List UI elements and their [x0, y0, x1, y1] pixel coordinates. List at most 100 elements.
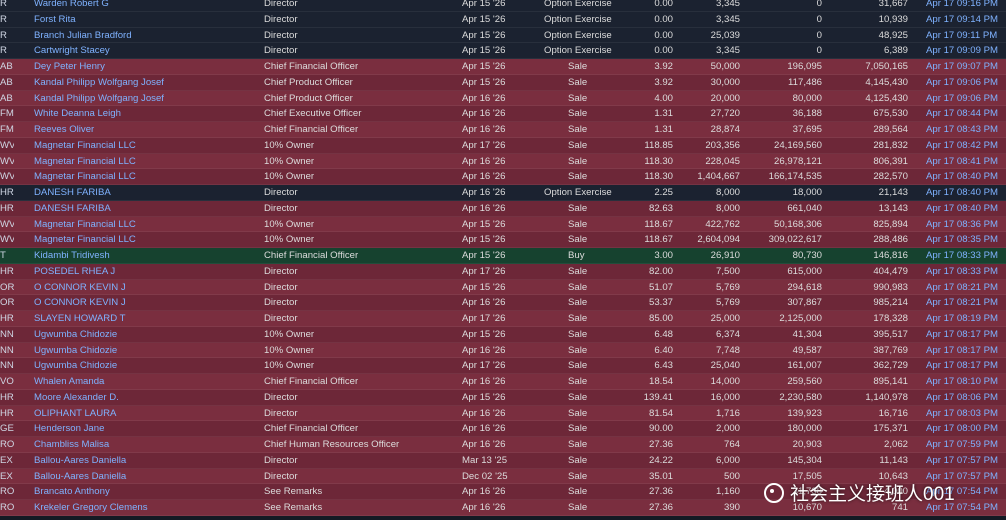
sec-filing-link[interactable]: Apr 17 08:42 PM — [926, 139, 998, 151]
sec-filing-link[interactable]: Apr 17 08:21 PM — [926, 281, 998, 293]
sec-filing-link[interactable]: Apr 17 07:57 PM — [926, 454, 998, 466]
sec-filing-link[interactable]: Apr 17 08:17 PM — [926, 344, 998, 356]
ticker-cell[interactable]: HR — [0, 407, 14, 419]
ticker-cell[interactable]: NN — [0, 360, 14, 372]
insider-name-link[interactable]: Henderson Jane — [34, 423, 105, 435]
sec-filing-link[interactable]: Apr 17 08:17 PM — [926, 360, 998, 372]
table-row[interactable]: EX Ballou-Aares Daniella Director Mar 13 '2… — [0, 452, 1006, 469]
ticker-cell[interactable]: WV — [0, 139, 14, 151]
table-row[interactable]: HR OLIPHANT LAURA Director Apr 16 '26 Sale 81… — [0, 405, 1006, 422]
sec-filing-link[interactable]: Apr 17 08:00 PM — [926, 423, 998, 435]
ticker-cell[interactable]: R — [0, 0, 7, 9]
table-row[interactable]: OR O CONNOR KEVIN J Director Apr 15 '26 Sale… — [0, 279, 1006, 296]
insider-name-link[interactable]: Kidambi Tridivesh — [34, 250, 110, 261]
sec-filing-link[interactable]: Apr 17 08:36 PM — [926, 218, 998, 230]
insider-name-link[interactable]: Ballou-Aares Daniella — [34, 470, 127, 482]
ticker-cell[interactable]: RO — [0, 439, 14, 450]
sec-filing-link[interactable]: Apr 17 07:54 PM — [926, 486, 998, 498]
insider-name-link[interactable]: Ugwumba Chidozie — [34, 360, 118, 372]
table-row[interactable]: HR POSEDEL RHEA J Director Apr 17 '26 Sale 82… — [0, 263, 1006, 280]
table-row[interactable]: T Kidambi Tridivesh Chief Financial Office… — [0, 248, 1006, 264]
sec-filing-link[interactable]: Apr 17 08:41 PM — [926, 155, 998, 167]
table-row[interactable]: OR O CONNOR KEVIN J Director Apr 16 '26 Sale… — [0, 295, 1006, 311]
ticker-cell[interactable]: FM — [0, 108, 14, 120]
insider-name-link[interactable]: Ballou-Aares Daniella — [34, 454, 127, 466]
table-row[interactable]: HR Moore Alexander D. Director Apr 15 '26 Sa… — [0, 389, 1006, 406]
ticker-cell[interactable]: NN — [0, 328, 14, 340]
table-row[interactable]: NN Ugwumba Chidozie 10% Owner Apr 17 '26 Sal… — [0, 358, 1006, 374]
insider-name-link[interactable]: POSEDEL RHEA J — [34, 265, 116, 277]
insider-name-link[interactable]: Brancato Anthony — [34, 486, 110, 498]
ticker-cell[interactable]: VO — [0, 376, 14, 387]
ticker-cell[interactable]: NN — [0, 344, 14, 356]
ticker-cell[interactable]: WV — [0, 171, 14, 183]
insider-name-link[interactable]: Magnetar Financial LLC — [34, 155, 136, 167]
insider-name-link[interactable]: Magnetar Financial LLC — [34, 139, 136, 151]
ticker-cell[interactable]: WV — [0, 218, 14, 230]
ticker-cell[interactable]: AB — [0, 76, 13, 88]
insider-name-link[interactable]: OLIPHANT LAURA — [34, 407, 117, 419]
insider-name-link[interactable]: Magnetar Financial LLC — [34, 171, 136, 183]
table-row[interactable]: FM Reeves Oliver Chief Financial Officer Ap… — [0, 122, 1006, 138]
ticker-cell[interactable]: EX — [0, 470, 13, 482]
sec-filing-link[interactable]: Apr 17 08:21 PM — [926, 297, 998, 309]
ticker-cell[interactable]: FM — [0, 124, 14, 135]
sec-filing-link[interactable]: Apr 17 08:40 PM — [926, 202, 998, 214]
ticker-cell[interactable]: HR — [0, 313, 14, 324]
table-row[interactable]: VO Whalen Amanda Chief Financial Officer Ap… — [0, 374, 1006, 390]
ticker-cell[interactable]: OR — [0, 281, 14, 293]
ticker-cell[interactable]: R — [0, 29, 7, 41]
sec-filing-link[interactable]: Apr 17 07:59 PM — [926, 439, 998, 450]
ticker-cell[interactable]: HR — [0, 391, 14, 403]
table-row[interactable]: FM White Deanna Leigh Chief Executive Offi… — [0, 106, 1006, 122]
table-row[interactable]: WV Magnetar Financial LLC 10% Owner Apr 16 … — [0, 169, 1006, 185]
table-row[interactable]: RO Krekeler Gregory Clemens See Remarks Apr… — [0, 500, 1006, 516]
insider-name-link[interactable]: DANESH FARIBA — [34, 187, 111, 198]
ticker-cell[interactable]: R — [0, 13, 7, 25]
sec-filing-link[interactable]: Apr 17 07:57 PM — [926, 470, 998, 482]
sec-filing-link[interactable]: Apr 17 09:14 PM — [926, 13, 998, 25]
insider-name-link[interactable]: Whalen Amanda — [34, 376, 105, 387]
table-row[interactable]: AB Kandal Philipp Wolfgang Josef Chief Pro… — [0, 74, 1006, 91]
table-row[interactable]: WV Magnetar Financial LLC 10% Owner Apr 16 … — [0, 153, 1006, 170]
insider-name-link[interactable]: White Deanna Leigh — [34, 108, 121, 120]
ticker-cell[interactable]: AB — [0, 92, 13, 104]
insider-name-link[interactable]: Warden Robert G — [34, 0, 109, 9]
insider-name-link[interactable]: Ugwumba Chidozie — [34, 328, 118, 340]
sec-filing-link[interactable]: Apr 17 08:17 PM — [926, 328, 998, 340]
insider-name-link[interactable]: DANESH FARIBA — [34, 202, 111, 214]
sec-filing-link[interactable]: Apr 17 09:06 PM — [926, 76, 998, 88]
table-row[interactable]: RO Brancato Anthony See Remarks Apr 16 '26 S… — [0, 484, 1006, 500]
sec-filing-link[interactable]: Apr 17 09:07 PM — [926, 61, 998, 72]
insider-name-link[interactable]: O CONNOR KEVIN J — [34, 297, 126, 309]
table-row[interactable]: WV Magnetar Financial LLC 10% Owner Apr 17 … — [0, 137, 1006, 154]
sec-filing-link[interactable]: Apr 17 08:19 PM — [926, 313, 998, 324]
insider-name-link[interactable]: Branch Julian Bradford — [34, 29, 132, 41]
table-row[interactable]: R Branch Julian Bradford Director Apr 15 '2… — [0, 27, 1006, 44]
table-row[interactable]: EX Ballou-Aares Daniella Director Dec 02 '2… — [0, 468, 1006, 485]
table-row[interactable]: NN Ugwumba Chidozie 10% Owner Apr 15 '26 Sal… — [0, 326, 1006, 343]
insider-name-link[interactable]: Moore Alexander D. — [34, 391, 119, 403]
table-row[interactable]: HR DANESH FARIBA Director Apr 16 '26 Sale 82.… — [0, 200, 1006, 217]
table-row[interactable]: R Warden Robert G Director Apr 15 '26 Option… — [0, 0, 1006, 12]
ticker-cell[interactable]: RO — [0, 502, 14, 513]
sec-filing-link[interactable]: Apr 17 09:06 PM — [926, 92, 998, 104]
sec-filing-link[interactable]: Apr 17 08:35 PM — [926, 234, 998, 246]
table-row[interactable]: R Forst Rita Director Apr 15 '26 Option Exer… — [0, 11, 1006, 28]
insider-name-link[interactable]: Krekeler Gregory Clemens — [34, 502, 148, 513]
ticker-cell[interactable]: WV — [0, 155, 14, 167]
table-row[interactable]: RO Chambliss Malisa Chief Human Resources … — [0, 437, 1006, 453]
insider-name-link[interactable]: SLAYEN HOWARD T — [34, 313, 126, 324]
table-row[interactable]: WV Magnetar Financial LLC 10% Owner Apr 15 … — [0, 232, 1006, 248]
table-row[interactable]: R Cartwright Stacey Director Apr 15 '26 Opti… — [0, 43, 1006, 59]
sec-filing-link[interactable]: Apr 17 09:11 PM — [926, 29, 998, 41]
insider-name-link[interactable]: O CONNOR KEVIN J — [34, 281, 126, 293]
sec-filing-link[interactable]: Apr 17 08:43 PM — [926, 124, 998, 135]
table-row[interactable]: WV Magnetar Financial LLC 10% Owner Apr 15 … — [0, 216, 1006, 233]
sec-filing-link[interactable]: Apr 17 08:33 PM — [926, 250, 998, 261]
ticker-cell[interactable]: GE — [0, 423, 14, 435]
ticker-cell[interactable]: WV — [0, 234, 14, 246]
sec-filing-link[interactable]: Apr 17 08:40 PM — [926, 187, 998, 198]
insider-name-link[interactable]: Ugwumba Chidozie — [34, 344, 118, 356]
ticker-cell[interactable]: AB — [0, 61, 13, 72]
